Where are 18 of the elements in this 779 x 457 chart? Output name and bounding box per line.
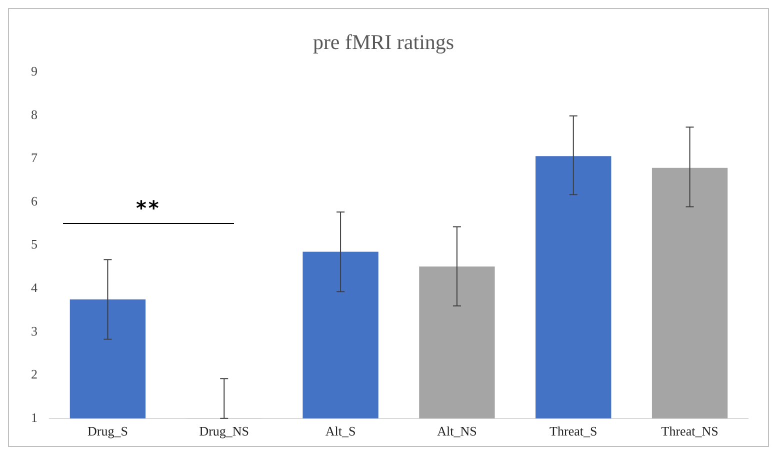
- x-tick-label: Drug_NS: [199, 424, 250, 439]
- y-tick-label: 4: [31, 280, 38, 295]
- y-tick-label: 8: [31, 106, 38, 122]
- x-tick-label: Alt_NS: [437, 424, 477, 439]
- chart-title: pre fMRI ratings: [312, 30, 454, 54]
- y-tick-label: 2: [31, 366, 38, 382]
- x-tick-label: Alt_S: [325, 424, 356, 439]
- y-tick-label: 1: [31, 410, 38, 425]
- y-tick-label: 6: [31, 193, 38, 208]
- y-tick-label: 7: [31, 150, 38, 166]
- y-tick-label: 9: [31, 64, 38, 79]
- x-tick-label: Drug_S: [87, 424, 128, 439]
- y-tick-label: 5: [31, 236, 38, 252]
- x-tick-label: Threat_S: [550, 424, 598, 439]
- annotation: **: [134, 194, 162, 222]
- significance-bracket: **: [62, 194, 234, 225]
- y-tick-label: 3: [31, 323, 38, 338]
- x-tick-label: Threat_NS: [661, 424, 718, 439]
